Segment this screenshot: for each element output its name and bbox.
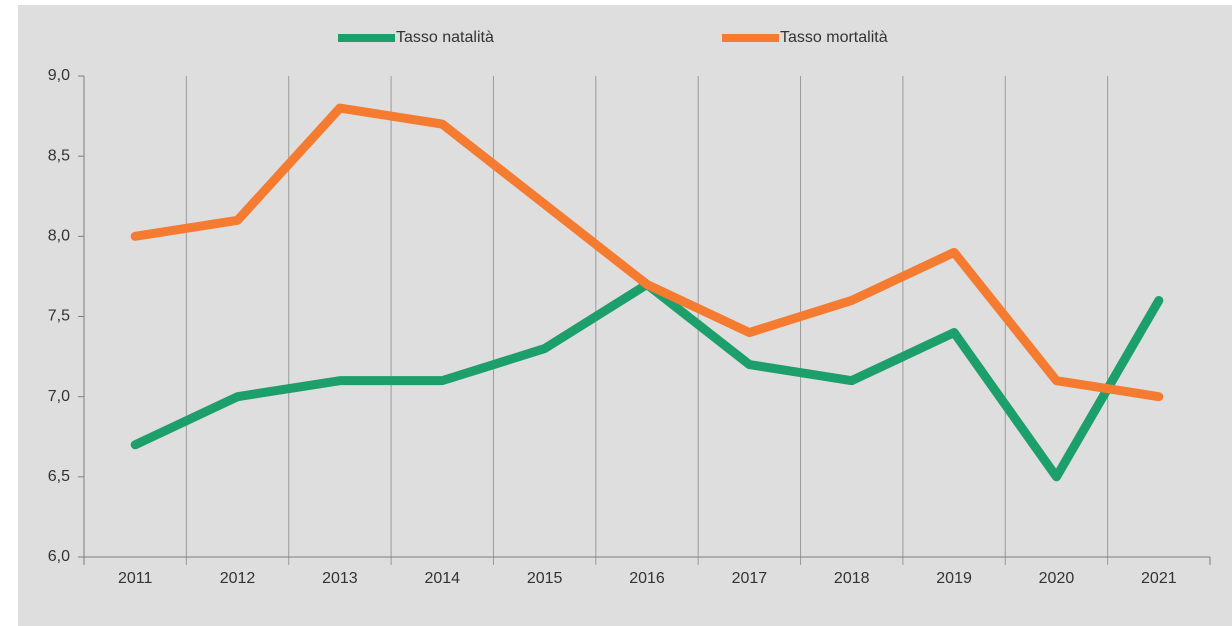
x-tick-label: 2012 (220, 570, 256, 587)
x-tick-label: 2020 (1039, 570, 1075, 587)
y-tick-label: 7,0 (48, 388, 70, 405)
y-tick-label: 6,5 (48, 468, 70, 485)
x-tick-label: 2014 (424, 570, 460, 587)
x-tick-label: 2015 (527, 570, 563, 587)
x-tick-label: 2013 (322, 570, 358, 587)
x-tick-label: 2017 (732, 570, 768, 587)
x-tick-label: 2019 (936, 570, 972, 587)
x-tick-label: 2021 (1141, 570, 1177, 587)
x-tick-label: 2011 (118, 570, 153, 587)
chart-background (18, 5, 1232, 626)
legend-label: Tasso mortalità (780, 29, 888, 46)
x-tick-label: 2018 (834, 570, 870, 587)
series-line (130, 103, 1164, 402)
y-tick-label: 6,0 (48, 548, 70, 565)
y-tick-label: 8,5 (48, 147, 70, 164)
y-tick-label: 8,0 (48, 228, 70, 245)
x-tick-label: 2016 (629, 570, 665, 587)
legend-label: Tasso natalità (396, 29, 494, 46)
y-tick-label: 9,0 (48, 67, 70, 84)
y-tick-label: 7,5 (48, 308, 70, 325)
